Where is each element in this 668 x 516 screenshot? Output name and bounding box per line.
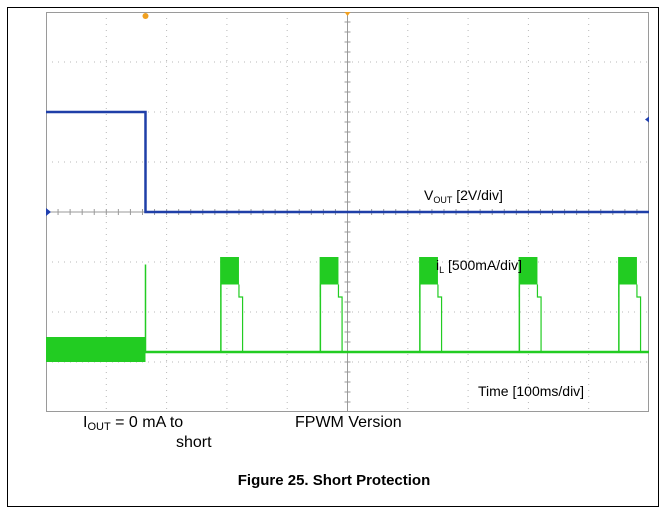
il-pulse-peak xyxy=(419,257,438,285)
iout-sub: OUT xyxy=(87,421,111,433)
vout-label: VOUT [2V/div] xyxy=(424,187,503,205)
il-pre-short-band xyxy=(46,337,146,362)
il-label-main: i xyxy=(436,257,439,273)
figure-frame: VOUT [2V/div] iL [500mA/div] Time [100ms/d… xyxy=(7,7,659,507)
il-pulse-fall xyxy=(337,284,343,352)
iout-main: I xyxy=(83,414,88,431)
ch1-ground-marker xyxy=(46,208,51,216)
iout-annotation-line2: short xyxy=(176,434,212,451)
il-pulse-fall xyxy=(437,284,443,352)
il-pulse-peak xyxy=(220,257,239,285)
ch2-ground-marker xyxy=(46,347,53,357)
iout-rest: = 0 mA to xyxy=(110,414,184,431)
oscilloscope-plot: VOUT [2V/div] iL [500mA/div] Time [100ms/d… xyxy=(46,12,649,412)
oscilloscope-svg: VOUT [2V/div] iL [500mA/div] Time [100ms/d… xyxy=(46,12,649,412)
il-pulse-peak xyxy=(320,257,339,285)
il-label: iL [500mA/div] xyxy=(436,257,522,275)
il-pulse-peak xyxy=(519,257,538,285)
il-pulse-fall xyxy=(238,284,244,352)
vout-trace xyxy=(46,110,649,214)
trigger-position-marker xyxy=(344,12,351,16)
vout-label-main: V xyxy=(424,187,434,203)
trigger-level-marker xyxy=(645,116,649,123)
il-pulse-fall xyxy=(536,284,542,352)
iout-annotation: IOUT = 0 mA to xyxy=(83,414,183,436)
figure-caption: Figure 25. Short Protection xyxy=(237,472,431,489)
il-label-sub: L xyxy=(439,265,444,275)
il-pulse-peak xyxy=(618,257,637,285)
il-label-scale: [500mA/div] xyxy=(444,257,522,273)
vout-label-scale: [2V/div] xyxy=(452,187,503,203)
vout-label-sub: OUT xyxy=(433,195,453,205)
trigger-marker-1 xyxy=(142,13,149,19)
il-pulse-fall xyxy=(636,284,642,352)
time-scale-label: Time [100ms/div] xyxy=(478,383,584,399)
version-label: FPWM Version xyxy=(295,414,402,431)
